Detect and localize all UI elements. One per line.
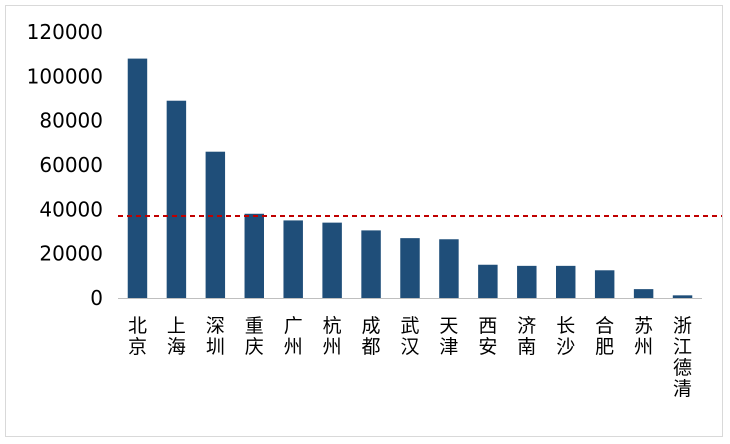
bar	[400, 238, 420, 298]
x-tick-label: 北京	[128, 315, 147, 358]
bar	[166, 100, 187, 298]
bar	[556, 265, 576, 298]
bar	[322, 222, 342, 298]
x-tick-label: 广州	[284, 315, 303, 358]
x-tick-label: 成都	[362, 315, 381, 358]
x-tick-label: 武汉	[400, 315, 419, 358]
bar	[672, 295, 693, 298]
bar	[594, 270, 615, 298]
x-tick-label: 长沙	[556, 315, 575, 358]
x-tick-label: 浙江德清	[673, 315, 692, 400]
bar	[127, 58, 148, 298]
y-tick-label: 60000	[39, 153, 103, 177]
bar	[244, 213, 264, 298]
chart-frame	[5, 5, 723, 437]
y-tick-label: 80000	[39, 109, 103, 133]
y-tick-label: 0	[90, 286, 103, 310]
bars	[127, 58, 693, 298]
y-tick-label: 120000	[27, 20, 103, 44]
x-tick-label: 合肥	[595, 315, 614, 358]
x-tick-label: 上海	[167, 315, 186, 358]
x-tick-label: 西安	[478, 315, 497, 358]
bar	[478, 264, 498, 298]
bar	[439, 239, 459, 298]
y-tick-label: 40000	[39, 197, 103, 221]
x-tick-label: 天津	[439, 315, 458, 358]
y-tick-label: 20000	[39, 242, 103, 266]
x-tick-label: 济南	[517, 315, 536, 358]
x-tick-label: 深圳	[206, 315, 225, 358]
x-tick-label: 杭州	[323, 315, 342, 358]
bar	[517, 265, 537, 298]
y-axis-tick-labels: 0 20000 40000 60000 80000 100000 120000	[27, 20, 103, 310]
bar	[633, 289, 654, 298]
bar	[205, 151, 226, 298]
bar	[283, 220, 303, 298]
y-tick-label: 100000	[27, 64, 103, 88]
x-tick-label: 苏州	[634, 315, 653, 358]
x-tick-label: 重庆	[245, 315, 264, 358]
bar	[361, 230, 381, 298]
